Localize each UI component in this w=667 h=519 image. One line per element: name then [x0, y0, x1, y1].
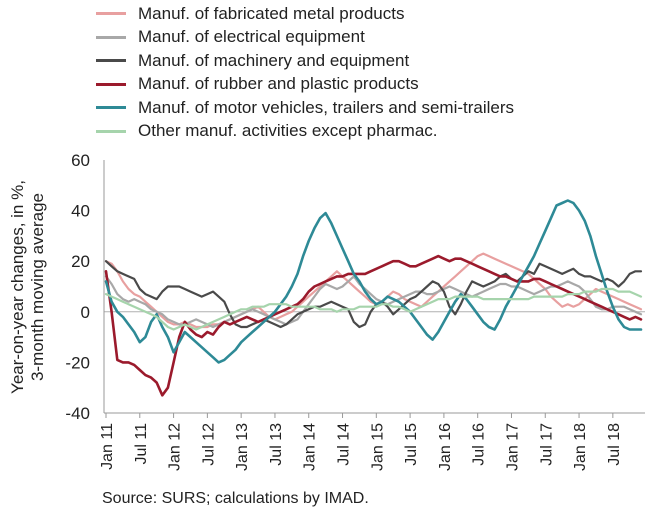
y-tick-label: 40 — [71, 202, 90, 221]
legend-label: Manuf. of rubber and plastic products — [138, 74, 419, 94]
legend-label: Other manuf. activities except pharmac. — [138, 121, 438, 141]
legend-item: Manuf. of fabricated metal products — [96, 2, 514, 26]
x-tick-label: Jul 12 — [200, 423, 217, 466]
y-tick-label: 20 — [71, 252, 90, 271]
source-note: Source: SURS; calculations by IMAD. — [102, 490, 369, 507]
x-tick-label: Jan 17 — [504, 423, 521, 471]
x-tick-label: Jul 15 — [403, 423, 420, 466]
legend: Manuf. of fabricated metal products Manuf… — [96, 2, 514, 143]
series-line-3 — [104, 260, 643, 329]
legend-item: Manuf. of rubber and plastic products — [96, 73, 514, 97]
axes — [103, 160, 645, 418]
x-tick-label: Jan 14 — [302, 423, 319, 471]
series-line-5 — [104, 199, 643, 364]
y-axis-label: Year-on-year changes, in %, 3-month movi… — [8, 137, 48, 437]
y-tick-label: -20 — [65, 353, 90, 372]
legend-label: Manuf. of motor vehicles, trailers and s… — [138, 97, 515, 117]
x-tick-label: Jul 11 — [133, 423, 150, 465]
legend-swatch — [96, 129, 126, 133]
y-tick-label: -40 — [65, 404, 90, 423]
legend-item: Manuf. of motor vehicles, trailers and s… — [96, 96, 514, 120]
series-lines — [104, 199, 643, 397]
x-tick-label: Jul 14 — [336, 423, 353, 466]
legend-swatch — [96, 106, 126, 110]
legend-swatch — [96, 82, 126, 86]
legend-label: Manuf. of machinery and equipment — [138, 50, 410, 70]
x-tick-label: Jan 18 — [572, 423, 589, 471]
x-tick-label: Jan 12 — [167, 423, 184, 471]
x-tick-label: Jan 11 — [99, 423, 116, 470]
legend-label: Manuf. of electrical equipment — [138, 27, 365, 47]
legend-item: Manuf. of machinery and equipment — [96, 49, 514, 73]
legend-swatch — [96, 12, 126, 16]
legend-item: Manuf. of electrical equipment — [96, 26, 514, 50]
series-line-4 — [104, 254, 643, 397]
y-axis-label-line-2: 3-month moving average — [28, 192, 47, 382]
legend-swatch — [96, 59, 126, 63]
series-line-2 — [104, 275, 643, 329]
x-tick-label: Jul 18 — [606, 423, 623, 466]
legend-swatch — [96, 35, 126, 39]
y-tick-label: 0 — [81, 303, 90, 322]
y-tick-label: 60 — [71, 151, 90, 170]
x-tick-label: Jan 15 — [369, 423, 386, 471]
legend-label: Manuf. of fabricated metal products — [138, 3, 405, 23]
x-tick-label: Jul 17 — [538, 423, 555, 466]
legend-item: Other manuf. activities except pharmac. — [96, 120, 514, 144]
series-line-6 — [104, 287, 643, 331]
tick-labels: -40 -20 0 20 40 60 Jan 11 Jul 11 Jan 12 Jul 12 Jan… — [65, 151, 622, 471]
x-tick-label: Jul 16 — [471, 423, 488, 466]
x-tick-label: Jul 13 — [268, 423, 285, 466]
x-tick-label: Jan 16 — [437, 423, 454, 471]
x-tick-label: Jan 13 — [234, 423, 251, 471]
y-axis-label-line-1: Year-on-year changes, in %, — [8, 180, 27, 394]
